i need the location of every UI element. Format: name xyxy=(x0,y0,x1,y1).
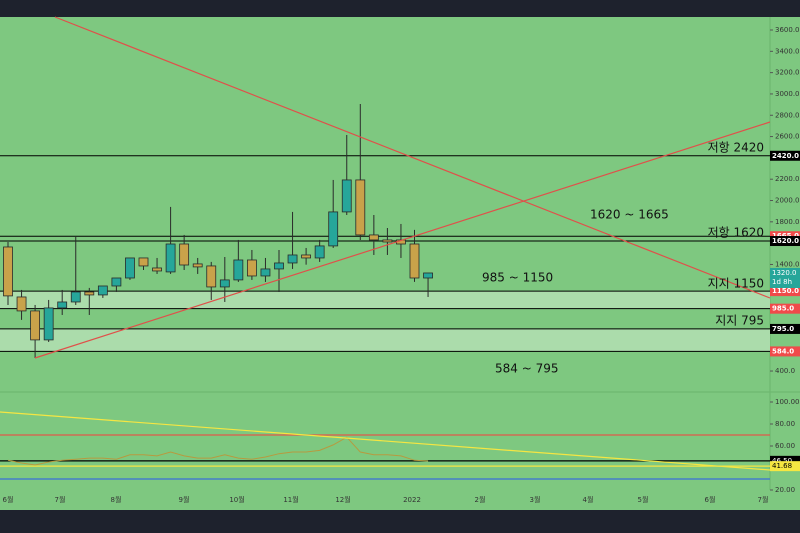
x-tick-label: 7월 xyxy=(758,495,769,504)
plot-area xyxy=(0,17,770,490)
y-tick-label: 80.00 xyxy=(775,420,795,428)
candle-body xyxy=(328,211,339,247)
candle-body xyxy=(301,254,312,259)
candle-body xyxy=(219,279,230,288)
y-tick-label: 2000.0 xyxy=(775,197,800,205)
level-tag xyxy=(770,303,800,314)
candle-body xyxy=(246,259,257,277)
y-tick-label: 100.00 xyxy=(775,398,800,406)
last-price-tag xyxy=(770,267,800,288)
annotation: 584 ~ 795 xyxy=(495,362,559,376)
x-tick-label: 11월 xyxy=(283,495,298,504)
level-tag xyxy=(770,323,800,334)
price-axis xyxy=(770,17,800,490)
candle-body xyxy=(97,285,108,296)
candle-body xyxy=(16,296,27,312)
y-tick-label: 3600.0 xyxy=(775,26,800,34)
y-tick-label: 3000.0 xyxy=(775,90,800,98)
x-tick-label: 6월 xyxy=(705,495,716,504)
candle-body xyxy=(355,179,366,236)
candle-body xyxy=(260,268,271,277)
x-tick-label: 12월 xyxy=(335,495,350,504)
y-tick-label: 60.00 xyxy=(775,442,795,450)
y-tick-label: 400.0 xyxy=(775,367,795,375)
y-tick-label: 3200.0 xyxy=(775,69,800,77)
y-tick-label: 20.00 xyxy=(775,486,795,494)
rsi-level-tag xyxy=(770,461,800,472)
candle-body xyxy=(179,243,190,266)
candle-body xyxy=(57,301,68,309)
x-tick-label: 3월 xyxy=(530,495,541,504)
x-tick-label: 6월 xyxy=(3,495,14,504)
candle-body xyxy=(125,257,135,279)
y-tick-label: 1400.0 xyxy=(775,260,800,268)
level-tag xyxy=(770,150,800,161)
bottom-bar xyxy=(0,510,800,533)
candle-body xyxy=(382,239,393,243)
y-tick-label: 1800.0 xyxy=(775,218,800,226)
annotation: 저항 1620 xyxy=(708,226,764,240)
candle-body xyxy=(368,234,379,241)
last-price-label: 1320.0 xyxy=(772,269,797,277)
candle-body xyxy=(165,243,176,273)
candle-body xyxy=(423,272,433,279)
y-tick-label: 2200.0 xyxy=(775,175,800,183)
candle-body xyxy=(70,291,81,303)
trend-line xyxy=(54,16,771,299)
candle-body xyxy=(233,259,244,281)
top-bar xyxy=(0,0,800,17)
level-tag xyxy=(770,236,800,247)
y-tick-label: 3400.0 xyxy=(775,47,800,55)
countdown-label: 1d 8h xyxy=(772,278,792,286)
x-tick-label: 2월 xyxy=(475,495,486,504)
time-axis xyxy=(0,490,800,510)
candle-body xyxy=(287,254,298,264)
rsi-line xyxy=(7,436,429,466)
candle-body xyxy=(84,291,95,296)
level-label: 1150.0 xyxy=(772,287,799,295)
level-tag xyxy=(770,346,800,357)
x-tick-label: 4월 xyxy=(583,495,594,504)
level-label: 985.0 xyxy=(772,305,794,313)
annotation: 지지 1150 xyxy=(708,277,764,291)
level-label: 584.0 xyxy=(772,347,794,355)
annotation: 985 ~ 1150 xyxy=(482,271,553,285)
candle-body xyxy=(274,262,284,270)
candle-body xyxy=(30,310,41,341)
annotation: 지지 795 xyxy=(715,314,764,328)
x-tick-label: 7월 xyxy=(55,495,66,504)
candle-body xyxy=(43,307,54,341)
x-tick-label: 5월 xyxy=(638,495,649,504)
trend-line xyxy=(0,411,771,471)
candle-body xyxy=(152,267,162,272)
rsi-level-label: 41.68 xyxy=(772,462,792,470)
candle-body xyxy=(138,257,149,267)
x-tick-label: 2022 xyxy=(403,496,421,504)
level-label: 2420.0 xyxy=(772,152,799,160)
candle-body xyxy=(341,179,352,213)
candle-body xyxy=(111,277,122,287)
zone xyxy=(0,291,770,309)
y-tick-label: 2600.0 xyxy=(775,133,800,141)
y-tick-label: 2800.0 xyxy=(775,111,800,119)
annotation: 저항 2420 xyxy=(708,141,764,155)
x-tick-label: 10월 xyxy=(229,495,244,504)
x-tick-label: 8월 xyxy=(111,495,122,504)
level-label: 795.0 xyxy=(772,325,794,333)
candle-body xyxy=(3,246,13,297)
candle-body xyxy=(192,263,203,268)
zone xyxy=(0,328,770,352)
level-tag xyxy=(770,286,800,297)
candle-body xyxy=(409,243,420,279)
candle-body xyxy=(314,245,325,259)
trend-line xyxy=(34,121,771,359)
x-tick-label: 9월 xyxy=(179,495,190,504)
level-label: 1620.0 xyxy=(772,237,799,245)
rsi-level-tag xyxy=(770,455,800,466)
candle-body xyxy=(206,265,217,288)
annotation: 1620 ~ 1665 xyxy=(590,208,669,222)
rsi-level-label: 46.50 xyxy=(772,457,792,465)
